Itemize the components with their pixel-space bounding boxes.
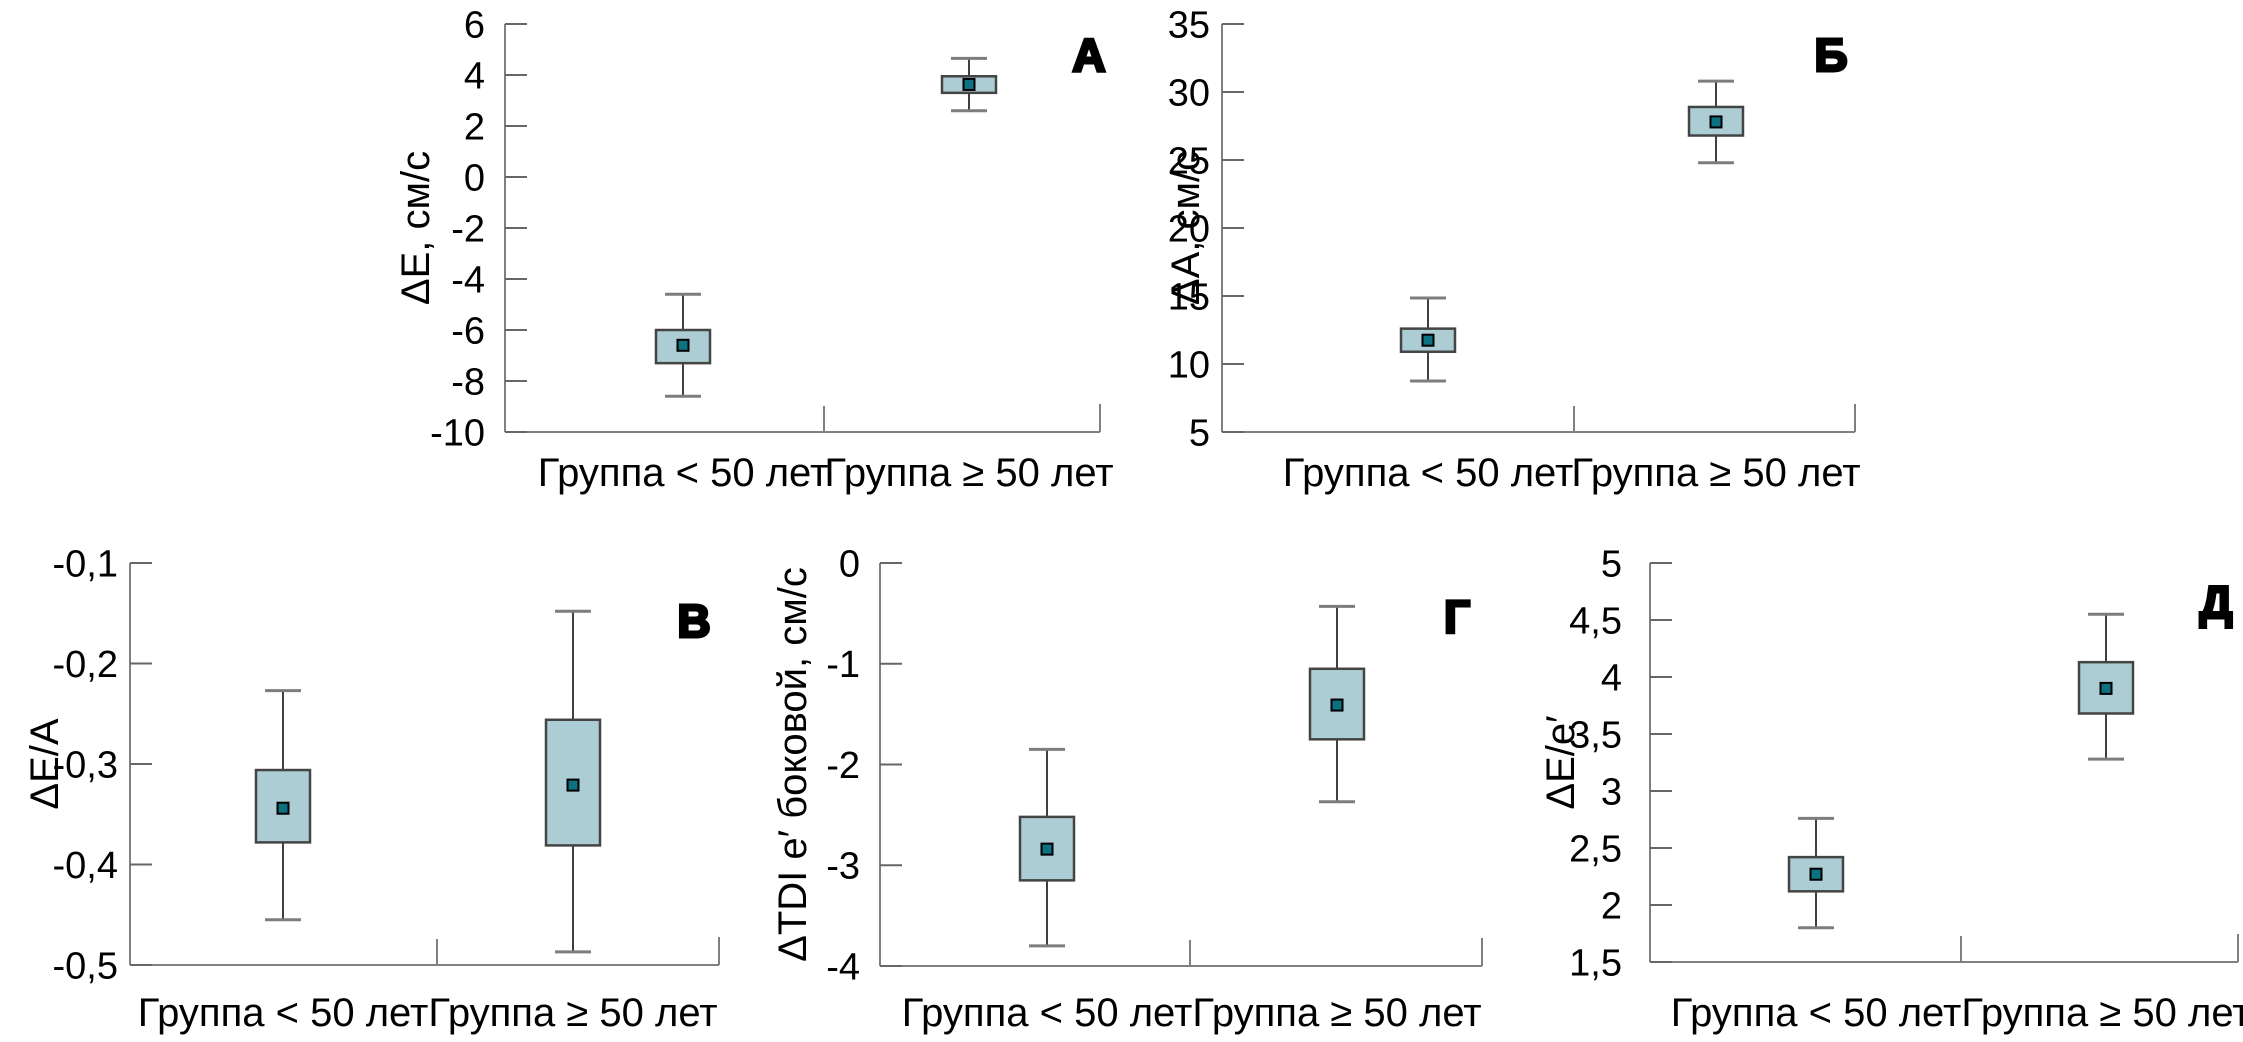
mean-marker xyxy=(2099,681,2113,695)
y-axis-label: ΔE/e′ xyxy=(1539,715,1583,809)
y-tick-label: 2 xyxy=(1601,885,1622,927)
y-tick-label: -4 xyxy=(451,259,485,301)
mean-marker xyxy=(1809,867,1823,881)
mean-marker xyxy=(1330,698,1344,712)
y-tick-label: 6 xyxy=(464,4,485,46)
y-tick-label: -6 xyxy=(451,310,485,352)
y-tick-label: 35 xyxy=(1168,4,1210,46)
y-tick-label: -4 xyxy=(826,946,860,988)
mean-marker xyxy=(276,801,290,815)
category-label: Группа < 50 лет xyxy=(538,451,829,495)
panel-label: А xyxy=(1072,29,1105,81)
y-tick-label: 5 xyxy=(1189,412,1210,454)
box-whisker-over50 xyxy=(1687,79,1745,165)
y-tick-label: -10 xyxy=(430,412,485,454)
box-whisker-over50 xyxy=(940,56,998,113)
box-whisker-under50 xyxy=(654,292,712,398)
category-label: Группа ≥ 50 лет xyxy=(824,451,1113,495)
box-whisker-over50 xyxy=(2077,612,2135,761)
y-tick-label: 30 xyxy=(1168,72,1210,114)
y-axis-label: ΔE/A xyxy=(23,718,67,810)
y-tick-label: 5 xyxy=(1601,543,1622,585)
box-whisker-over50 xyxy=(544,609,602,954)
y-tick-label: -1 xyxy=(826,644,860,686)
y-tick-label: -2 xyxy=(451,208,485,250)
box-whisker-under50 xyxy=(1787,816,1845,930)
chart-v: -0,1 -0,2 -0,3 -0,4 -0,5 ΔE/A Группа < 50 лет Г… xyxy=(23,543,720,1035)
y-tick-label: -0,4 xyxy=(53,845,118,887)
chart-d: 5 4,5 4 3,5 3 2,5 2 1,5 ΔE/e′ Группа < 50 лет Груп… xyxy=(1539,543,2243,1035)
y-tick-label: 4,5 xyxy=(1569,600,1622,642)
mean-marker xyxy=(1709,115,1723,129)
panel-label: Б xyxy=(1814,29,1847,81)
y-axis-label: ΔA, см/с xyxy=(1164,151,1208,305)
y-tick-label: 2 xyxy=(464,106,485,148)
y-tick-label: -0,1 xyxy=(53,543,118,585)
y-tick-label: 4 xyxy=(464,55,485,97)
box xyxy=(1018,815,1076,882)
box-whisker-over50 xyxy=(1308,604,1366,804)
category-label: Группа < 50 лет xyxy=(902,991,1193,1035)
panel-label: Д xyxy=(2200,576,2233,628)
mean-marker xyxy=(1421,333,1435,347)
y-tick-label: 4 xyxy=(1601,657,1622,699)
panel-label: В xyxy=(677,595,710,647)
chart-b: 35 30 25 20 15 10 5 ΔA, см/с Группа < 50 летГруп… xyxy=(1164,4,1861,495)
mean-marker xyxy=(1040,842,1054,856)
category-label: Группа < 50 лет xyxy=(1283,451,1574,495)
y-axis-label: ΔE, см/с xyxy=(394,151,438,305)
box-whisker-under50 xyxy=(1399,296,1457,383)
category-label: Группа < 50 лет xyxy=(138,991,429,1035)
box-whisker-under50 xyxy=(254,689,312,922)
y-tick-label: 1,5 xyxy=(1569,942,1622,984)
y-tick-label: 3 xyxy=(1601,771,1622,813)
y-tick-label: -8 xyxy=(451,361,485,403)
chart-g: 0 -1 -2 -3 -4 ΔTDI e′ боковой, см/с Группа < 5… xyxy=(771,543,1483,1035)
mean-marker xyxy=(962,77,976,91)
y-tick-label: 0 xyxy=(839,543,860,585)
mean-marker xyxy=(566,778,580,792)
y-tick-label: -0,3 xyxy=(53,744,118,786)
y-tick-label: -2 xyxy=(826,745,860,787)
y-tick-label: 2,5 xyxy=(1569,828,1622,870)
y-tick-label: 15 xyxy=(1168,276,1210,318)
y-tick-label: -0,2 xyxy=(53,644,118,686)
y-axis-label: ΔTDI e′ боковой, см/с xyxy=(771,567,815,962)
mean-marker xyxy=(676,338,690,352)
y-tick-label: 0 xyxy=(464,157,485,199)
y-tick-label: 3,5 xyxy=(1569,714,1622,756)
y-tick-label: -3 xyxy=(826,846,860,888)
chart-a: 6 4 2 0 -2 -4 -6 -8 -10 ΔE, см/с Группа < 50 летГр… xyxy=(394,4,1114,495)
panel-label: Г xyxy=(1444,591,1470,643)
box-whisker-under50 xyxy=(1018,747,1076,948)
category-label: Группа ≥ 50 лет xyxy=(1571,451,1860,495)
y-tick-label: 20 xyxy=(1168,208,1210,250)
category-label: Группа ≥ 50 лет xyxy=(1192,991,1481,1035)
category-label: Группа ≥ 50 лет xyxy=(1961,991,2243,1035)
y-tick-label: -0,5 xyxy=(53,945,118,987)
y-tick-label: 25 xyxy=(1168,140,1210,182)
category-label: Группа < 50 лет xyxy=(1671,991,1962,1035)
y-tick-label: 10 xyxy=(1168,344,1210,386)
category-label: Группа ≥ 50 лет xyxy=(428,991,717,1035)
